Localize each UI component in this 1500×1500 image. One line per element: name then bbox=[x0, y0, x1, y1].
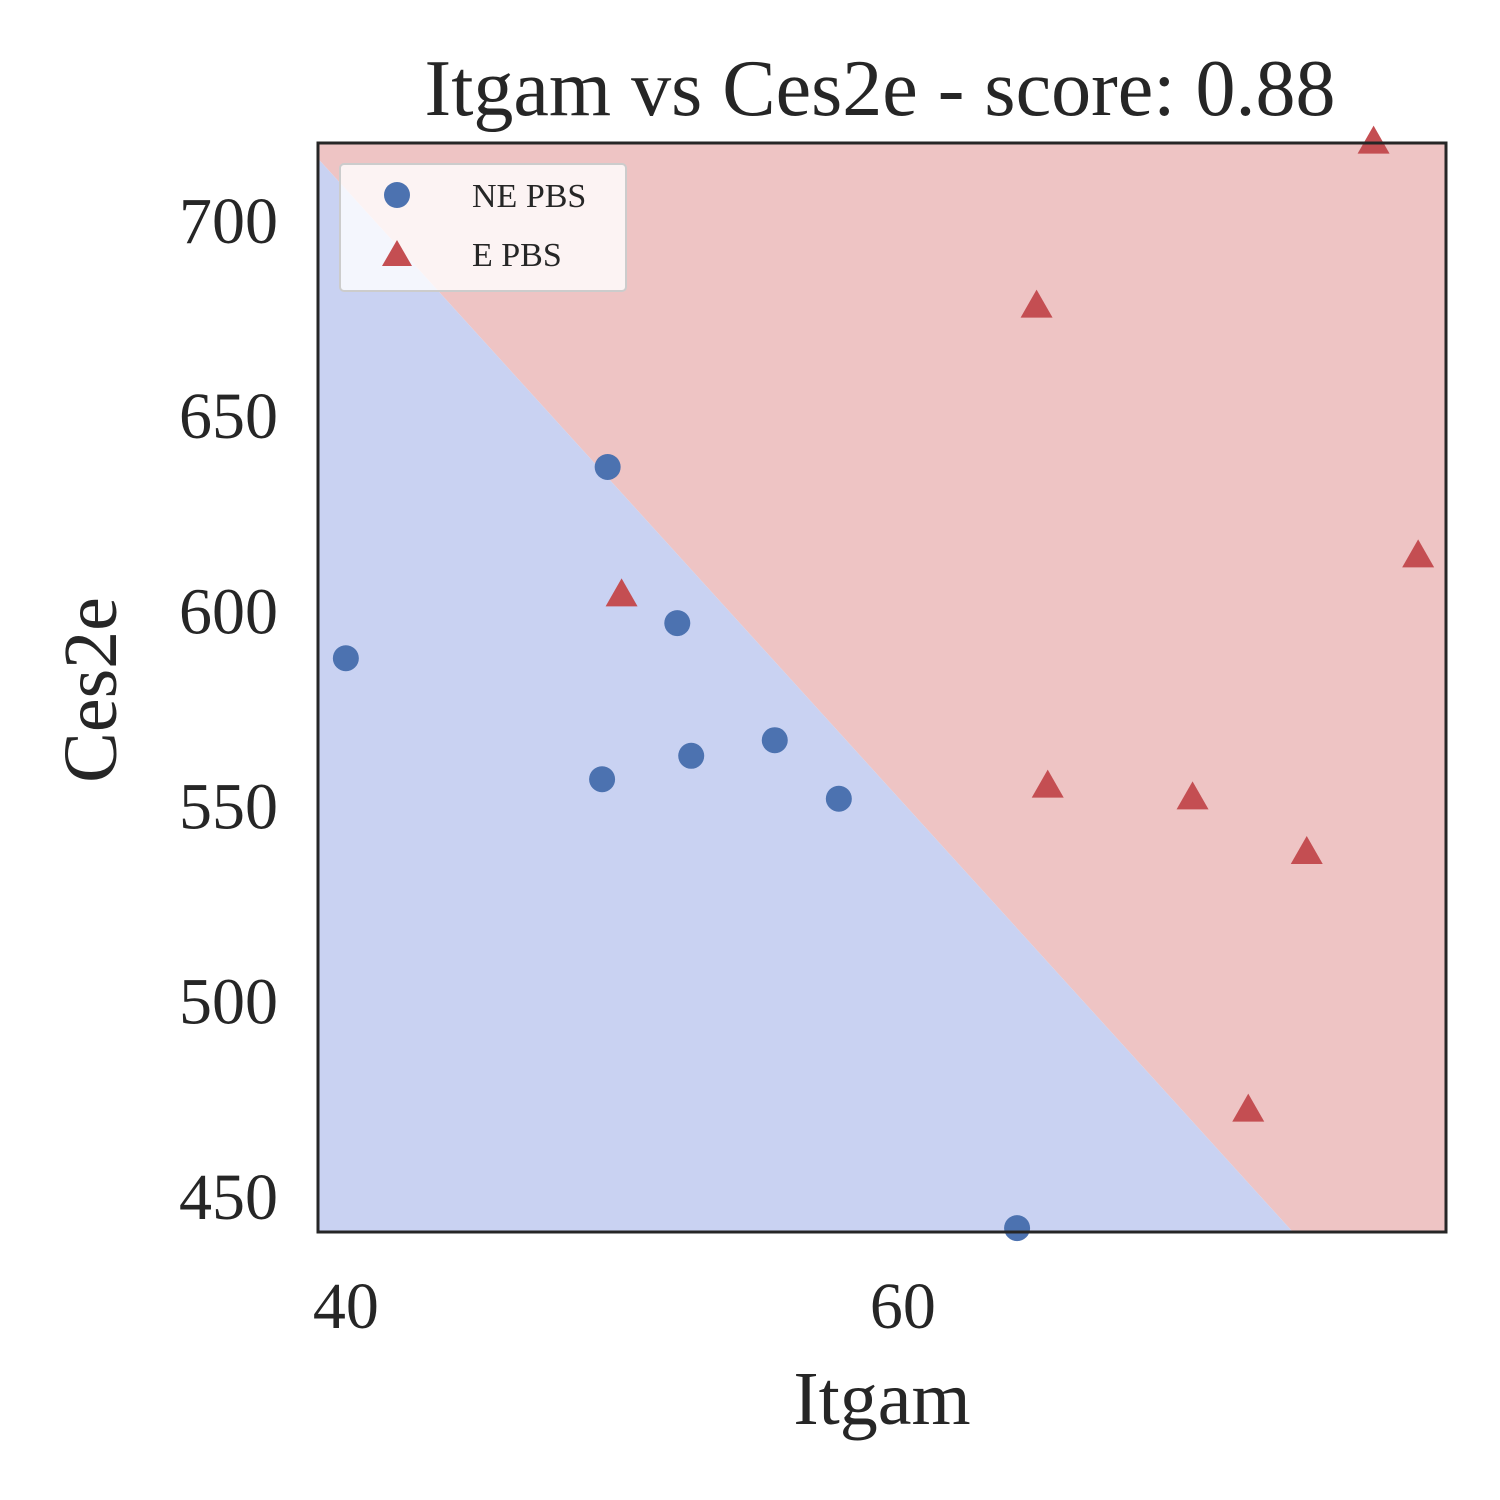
point-e-pbs bbox=[1031, 769, 1064, 798]
point-e-pbs bbox=[1232, 1093, 1265, 1122]
y-tick-label: 500 bbox=[179, 966, 278, 1039]
legend-box bbox=[339, 163, 627, 292]
point-ne-pbs bbox=[761, 727, 788, 754]
legend: NE PBS E PBS bbox=[339, 163, 627, 292]
decision-regions bbox=[318, 143, 1446, 1232]
point-e-pbs bbox=[1176, 781, 1209, 810]
point-ne-pbs bbox=[825, 785, 852, 812]
point-e-pbs bbox=[1357, 125, 1390, 154]
y-tick-label: 450 bbox=[179, 1161, 278, 1234]
point-e-pbs bbox=[1290, 836, 1323, 865]
legend-marker-ne-pbs bbox=[384, 182, 410, 208]
x-tick-label: 60 bbox=[870, 1270, 936, 1343]
legend-marker-e-pbs bbox=[382, 240, 412, 266]
point-ne-pbs bbox=[1004, 1215, 1031, 1242]
y-tick-label: 550 bbox=[179, 771, 278, 844]
region-e-pbs bbox=[318, 143, 1446, 1232]
y-axis-ticks: 450 500 550 600 650 700 bbox=[179, 185, 278, 1234]
legend-label-e-pbs: E PBS bbox=[472, 237, 562, 274]
point-e-pbs bbox=[1020, 289, 1053, 318]
point-ne-pbs bbox=[594, 453, 621, 480]
point-e-pbs bbox=[605, 578, 638, 607]
point-e-pbs bbox=[1402, 539, 1435, 568]
point-ne-pbs bbox=[589, 766, 616, 793]
plot-frame bbox=[316, 141, 1448, 1234]
legend-label-ne-pbs: NE PBS bbox=[472, 178, 586, 215]
point-ne-pbs bbox=[678, 742, 705, 769]
y-tick-label: 600 bbox=[179, 575, 278, 648]
y-tick-label: 650 bbox=[179, 380, 278, 453]
y-axis-label: Ces2e bbox=[49, 597, 133, 783]
region-ne-pbs bbox=[318, 158, 1293, 1232]
x-axis-label: Itgam bbox=[793, 1357, 970, 1441]
x-axis-ticks: 40 60 bbox=[313, 1270, 936, 1343]
x-tick-label: 40 bbox=[313, 1270, 379, 1343]
data-points bbox=[332, 125, 1435, 1242]
point-ne-pbs bbox=[664, 610, 691, 637]
y-tick-label: 700 bbox=[179, 185, 278, 258]
point-ne-pbs bbox=[332, 645, 359, 672]
chart-title: Itgam vs Ces2e - score: 0.88 bbox=[425, 45, 1336, 133]
